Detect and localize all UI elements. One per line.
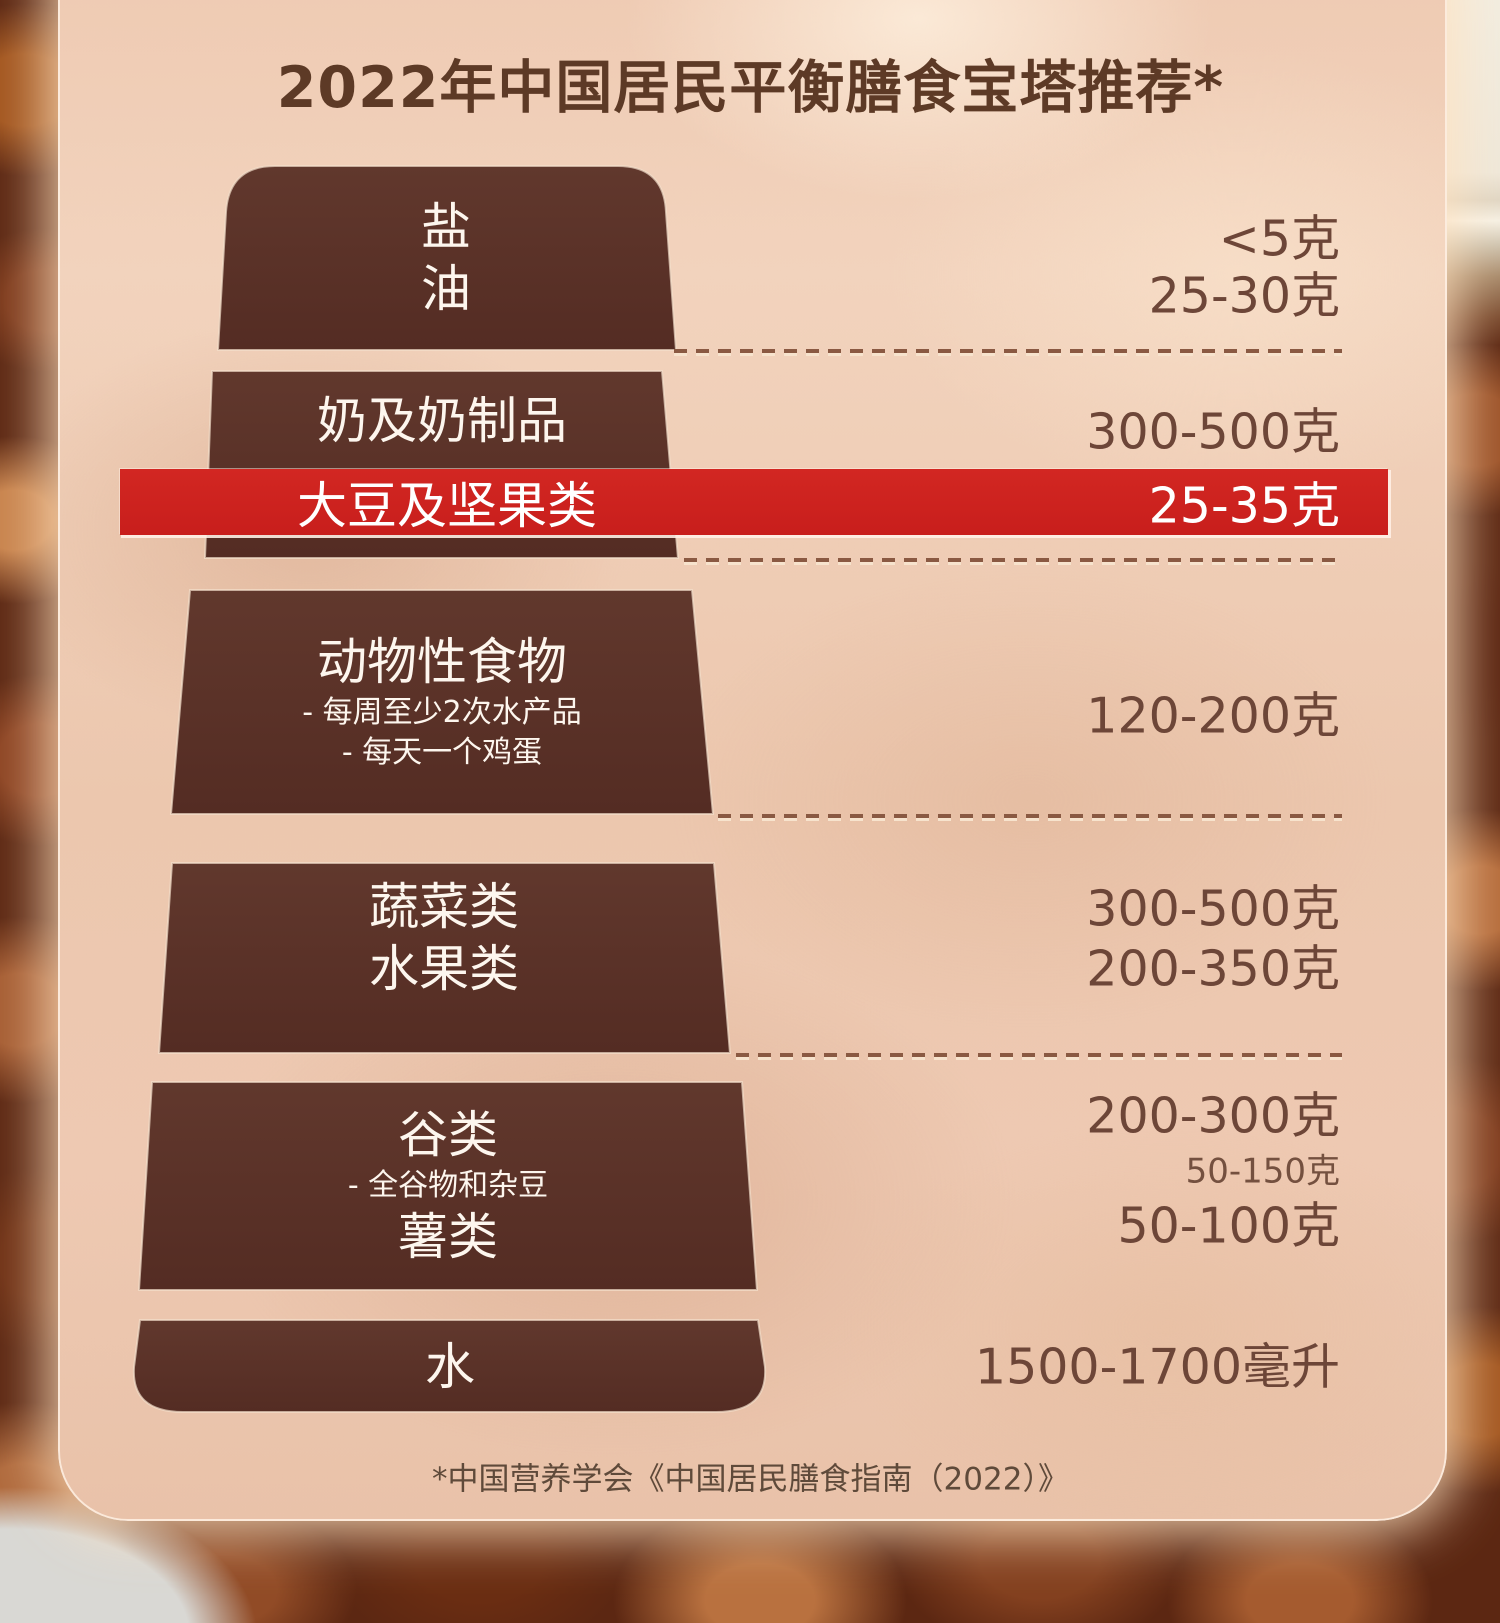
segment-water-shape <box>132 1319 767 1413</box>
page-title: 2022年中国居民平衡膳食宝塔推荐* <box>276 55 1225 121</box>
amount-tubers: 50-100克 <box>1117 1197 1340 1255</box>
segment-label-grains: 谷类 - 全谷物和杂豆 薯类 <box>140 1082 756 1290</box>
dashed-divider-lines <box>674 349 1342 1060</box>
label-animal-foods-note-1: - 每周至少2次水产品 <box>302 695 582 730</box>
label-dairy: 奶及奶制品 <box>317 392 567 450</box>
segment-label-animal-foods: 动物性食物 - 每周至少2次水产品 - 每天一个鸡蛋 <box>172 590 712 814</box>
source-note: *中国营养学会《中国居民膳食指南（2022）》 <box>432 1461 1069 1498</box>
background-photo-jar <box>1440 0 1500 345</box>
amount-animal-foods: 120-200克 <box>1086 687 1340 745</box>
label-fruits: 水果类 <box>369 940 519 998</box>
amount-water: 1500-1700毫升 <box>974 1338 1340 1396</box>
label-tubers: 薯类 <box>398 1208 498 1266</box>
label-animal-foods: 动物性食物 <box>317 633 567 691</box>
label-vegetables: 蔬菜类 <box>369 878 519 936</box>
amount-vegetables: 300-500克 <box>1086 880 1340 938</box>
soy-nuts-highlight-bar: 大豆及坚果类 25-35克 <box>120 469 1388 535</box>
segment-salt-oil-shape <box>216 165 678 351</box>
segment-label-vegetables-fruits: 蔬菜类 水果类 <box>160 863 728 1013</box>
amount-whole-grains: 50-150克 <box>1185 1151 1340 1192</box>
segment-label-dairy: 奶及奶制品 <box>206 371 678 471</box>
segment-animal-foods-shape <box>169 589 715 815</box>
amount-oil: 25-30克 <box>1148 267 1340 325</box>
label-soy-nuts: 大豆及坚果类 <box>297 477 597 535</box>
segment-label-salt-oil: 盐 油 <box>216 166 676 350</box>
amount-salt: <5克 <box>1218 210 1340 268</box>
label-oil: 油 <box>421 260 471 318</box>
label-grains: 谷类 <box>398 1106 498 1164</box>
amount-grains: 200-300克 <box>1086 1087 1340 1145</box>
label-water: 水 <box>425 1338 475 1396</box>
label-animal-foods-note-2: - 每天一个鸡蛋 <box>341 735 543 770</box>
label-grains-note: - 全谷物和杂豆 <box>347 1168 549 1203</box>
amount-dairy: 300-500克 <box>1086 403 1340 461</box>
amount-soy-nuts: 25-35克 <box>1148 477 1340 535</box>
amount-fruits: 200-350克 <box>1086 940 1340 998</box>
label-salt: 盐 <box>421 198 471 256</box>
segment-label-water: 水 <box>132 1320 768 1414</box>
segment-vegetables-fruits-shape <box>157 862 732 1054</box>
segment-grains-shape <box>137 1081 759 1291</box>
